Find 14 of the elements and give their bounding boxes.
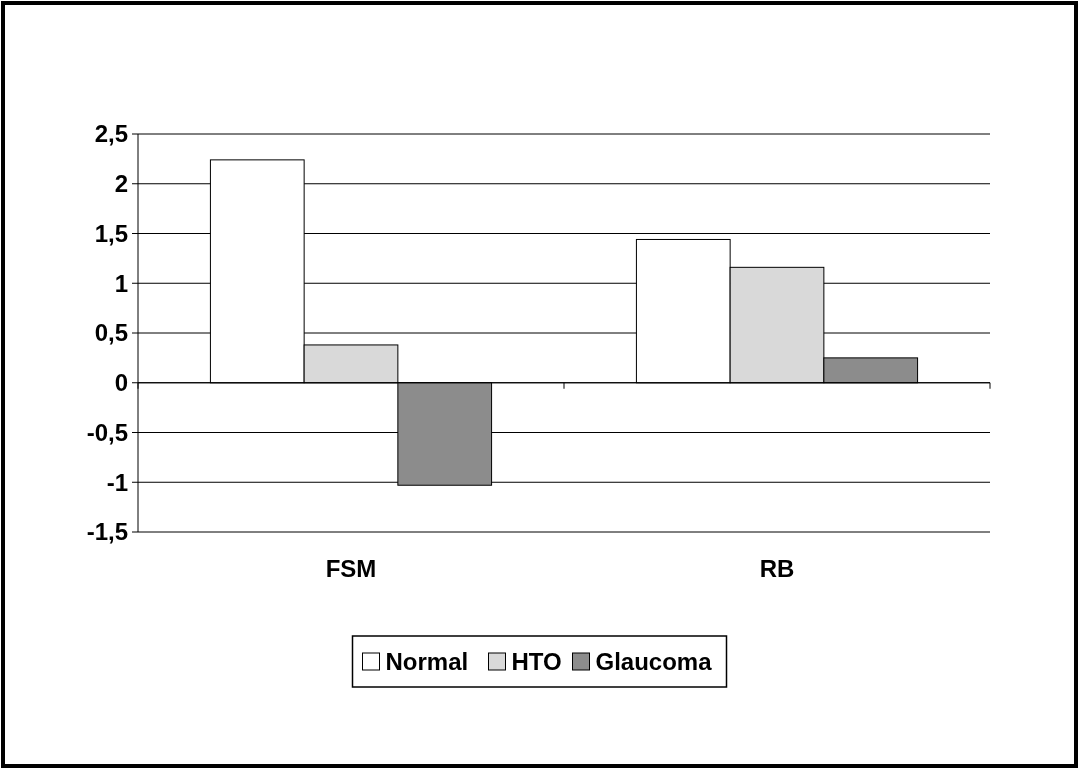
y-tick-label: 2,5 xyxy=(94,120,128,148)
x-tick-label: FSM xyxy=(325,555,377,582)
y-tick-label: 1,5 xyxy=(94,219,128,247)
y-tick-label: 1 xyxy=(114,269,128,297)
y-tick-label: -1,5 xyxy=(86,518,128,546)
y-tick-label: 0,5 xyxy=(94,319,128,347)
y-tick-label: -1 xyxy=(106,468,128,496)
x-tick-label: RB xyxy=(759,555,795,582)
y-tick-label: -0,5 xyxy=(86,418,128,446)
y-tick-label: 0 xyxy=(114,369,128,397)
legend-label: Normal xyxy=(385,648,469,676)
legend-label: Glaucoma xyxy=(595,648,713,676)
legend-label: HTO xyxy=(511,648,562,676)
y-tick-label: 2 xyxy=(114,170,128,198)
